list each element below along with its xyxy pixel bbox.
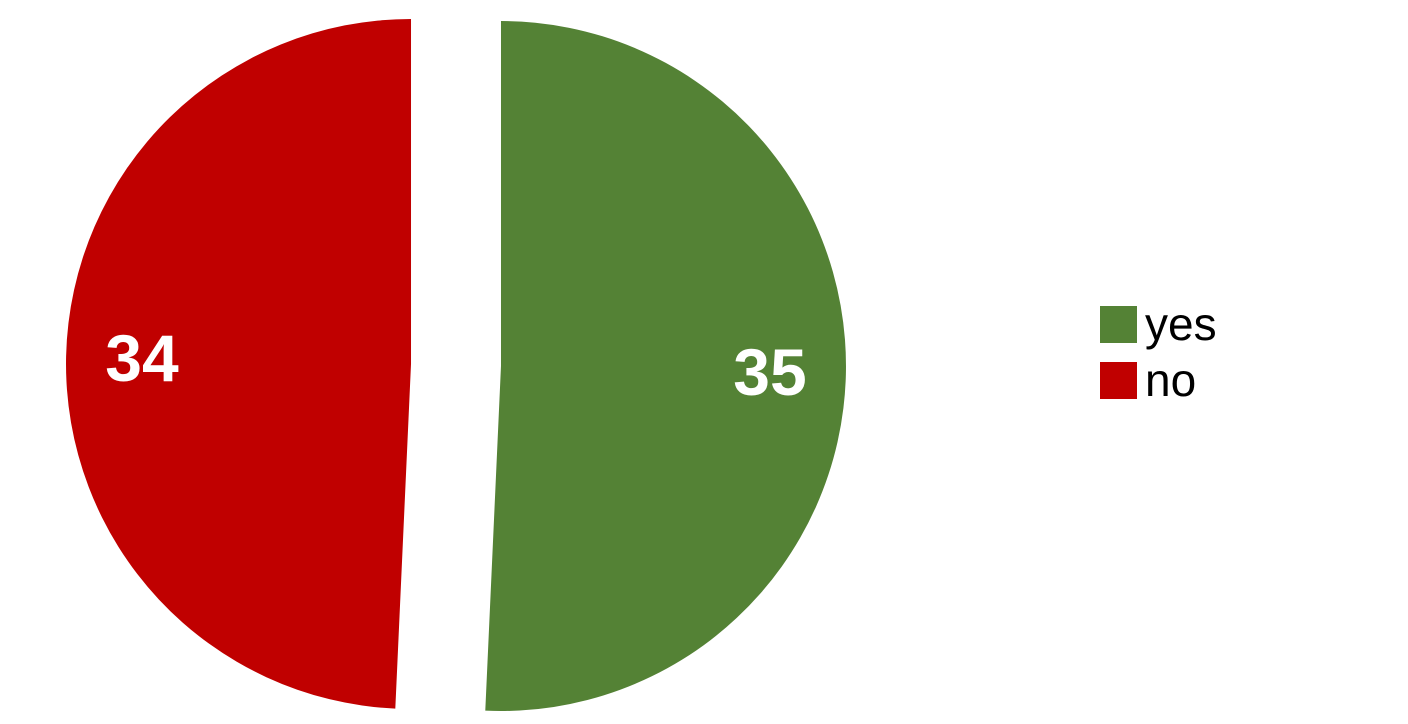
- data-label-yes: 35: [733, 335, 806, 409]
- legend-swatch-yes: [1100, 305, 1137, 343]
- legend-item-no: no: [1100, 352, 1217, 408]
- legend-item-yes: yes: [1100, 296, 1217, 352]
- legend-label-no: no: [1145, 354, 1197, 406]
- pie-slice-no: [66, 18, 412, 709]
- legend-swatch-no: [1100, 361, 1137, 399]
- pie-data-labels: 35 34: [105, 321, 806, 409]
- pie-slices: [66, 18, 846, 712]
- data-label-no: 34: [105, 321, 179, 395]
- legend: yes no: [1100, 296, 1217, 408]
- pie-slice-yes: [485, 21, 846, 712]
- legend-label-yes: yes: [1145, 298, 1217, 350]
